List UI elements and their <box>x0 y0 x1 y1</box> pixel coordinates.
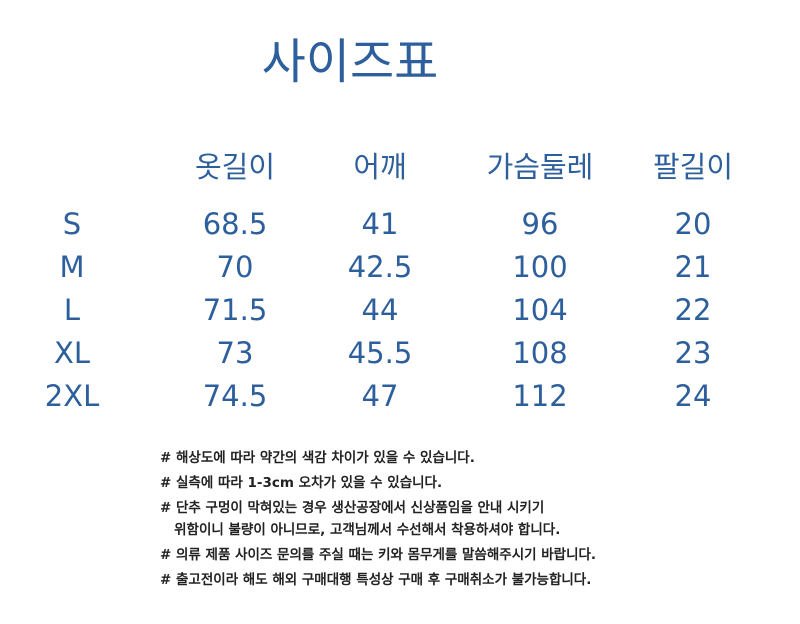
table-cell: 42.5 <box>347 250 413 284</box>
table-cell: 100 <box>512 250 568 284</box>
page-title: 사이즈표 <box>261 34 439 90</box>
table-cell: 22 <box>674 293 712 327</box>
table-cell: 44 <box>361 293 399 327</box>
note: # 단추 구멍이 막혀있는 경우 생산공장에서 신상품임을 안내 시키기 위함이… <box>160 500 561 538</box>
size-label: XL <box>53 336 91 370</box>
table-cell: 96 <box>521 207 559 241</box>
table-cell: 21 <box>674 250 712 284</box>
table-cell: 70 <box>216 250 254 284</box>
size-label: L <box>63 293 81 327</box>
table-cell: 20 <box>674 207 712 241</box>
note: # 실측에 따라 1-3cm 오차가 있을 수 있습니다. <box>160 475 443 491</box>
size-label: S <box>62 207 82 241</box>
notes: # 해상도에 따라 약간의 색감 차이가 있을 수 있습니다. # 실측에 따라… <box>160 447 596 594</box>
table-cell: 41 <box>361 207 399 241</box>
table-cell: 74.5 <box>202 379 268 413</box>
table-cell: 112 <box>512 379 568 413</box>
table-cell: 24 <box>674 379 712 413</box>
table-cell: 104 <box>512 293 568 327</box>
note: # 출고전이라 해도 해외 구매대행 특성상 구매 후 구매취소가 불가능합니다… <box>160 572 592 588</box>
note: # 의류 제품 사이즈 문의를 주실 때는 키와 몸무게를 말씀해주시기 바랍니… <box>160 547 597 563</box>
table-cell: 73 <box>216 336 254 370</box>
size-label: M <box>59 250 85 284</box>
column-header: 팔길이 <box>652 150 734 184</box>
table-cell: 45.5 <box>347 336 413 370</box>
size-label: 2XL <box>44 379 100 413</box>
column-header: 어깨 <box>353 150 407 184</box>
table-cell: 68.5 <box>202 207 268 241</box>
column-header: 가슴둘레 <box>486 150 594 184</box>
table-cell: 23 <box>674 336 712 370</box>
column-header: 옷길이 <box>194 150 276 184</box>
table-cell: 47 <box>361 379 399 413</box>
table-cell: 108 <box>512 336 568 370</box>
note: # 해상도에 따라 약간의 색감 차이가 있을 수 있습니다. <box>160 450 475 466</box>
table-cell: 71.5 <box>202 293 268 327</box>
